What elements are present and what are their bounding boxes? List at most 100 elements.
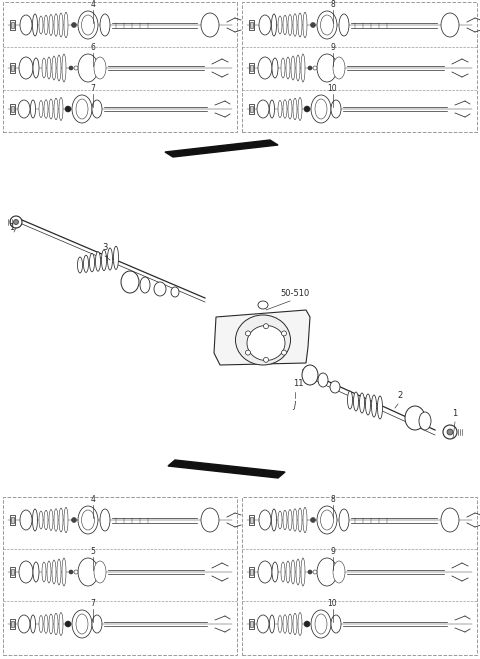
Ellipse shape — [100, 509, 110, 531]
Circle shape — [304, 621, 310, 627]
Text: 8: 8 — [330, 0, 335, 9]
Ellipse shape — [278, 101, 282, 117]
Circle shape — [311, 22, 315, 28]
Ellipse shape — [441, 508, 459, 532]
Ellipse shape — [33, 562, 39, 582]
Ellipse shape — [33, 58, 39, 78]
Ellipse shape — [44, 100, 48, 118]
Ellipse shape — [272, 58, 278, 78]
Bar — [11, 65, 14, 71]
Ellipse shape — [78, 506, 98, 534]
Ellipse shape — [283, 510, 287, 530]
Ellipse shape — [441, 13, 459, 37]
Ellipse shape — [72, 95, 92, 123]
Ellipse shape — [259, 510, 271, 530]
Circle shape — [72, 517, 76, 523]
Ellipse shape — [333, 561, 345, 583]
Circle shape — [245, 331, 251, 336]
Bar — [249, 515, 254, 525]
Ellipse shape — [44, 15, 48, 35]
Ellipse shape — [59, 98, 63, 121]
Bar — [11, 621, 14, 627]
Ellipse shape — [377, 396, 383, 419]
Ellipse shape — [49, 614, 53, 634]
Ellipse shape — [258, 561, 272, 583]
Circle shape — [311, 517, 315, 523]
Ellipse shape — [82, 510, 95, 530]
Ellipse shape — [321, 510, 334, 530]
Bar — [10, 104, 15, 114]
Ellipse shape — [311, 95, 331, 123]
Ellipse shape — [49, 14, 53, 36]
Ellipse shape — [258, 57, 272, 79]
Ellipse shape — [283, 615, 287, 633]
Bar — [11, 517, 14, 523]
Ellipse shape — [272, 509, 276, 531]
Ellipse shape — [353, 392, 359, 411]
Ellipse shape — [298, 98, 302, 121]
Ellipse shape — [288, 14, 292, 36]
Ellipse shape — [52, 560, 56, 584]
Circle shape — [69, 66, 73, 70]
Ellipse shape — [44, 510, 48, 530]
Ellipse shape — [57, 559, 61, 585]
Ellipse shape — [201, 13, 219, 37]
Ellipse shape — [283, 100, 287, 118]
Ellipse shape — [339, 509, 349, 531]
Ellipse shape — [291, 560, 295, 584]
Ellipse shape — [296, 55, 300, 81]
Ellipse shape — [318, 373, 328, 387]
Ellipse shape — [339, 14, 349, 36]
Ellipse shape — [330, 381, 340, 393]
Ellipse shape — [301, 54, 305, 82]
Bar — [250, 621, 253, 627]
Circle shape — [65, 106, 71, 112]
Text: 50-510: 50-510 — [280, 289, 310, 298]
Text: 6: 6 — [91, 43, 96, 52]
Ellipse shape — [47, 561, 51, 583]
Ellipse shape — [54, 509, 58, 531]
Ellipse shape — [31, 100, 36, 118]
Ellipse shape — [113, 246, 119, 270]
Ellipse shape — [92, 100, 102, 118]
Ellipse shape — [291, 56, 295, 80]
Ellipse shape — [94, 561, 106, 583]
Text: 4: 4 — [91, 495, 96, 504]
Circle shape — [69, 570, 73, 574]
Bar — [249, 63, 254, 73]
Ellipse shape — [259, 15, 271, 35]
Ellipse shape — [269, 615, 275, 633]
Ellipse shape — [303, 507, 307, 532]
Circle shape — [308, 570, 312, 574]
Ellipse shape — [59, 508, 63, 532]
Ellipse shape — [42, 562, 46, 582]
Ellipse shape — [365, 394, 371, 415]
Bar — [250, 22, 253, 28]
Ellipse shape — [54, 614, 58, 635]
Ellipse shape — [92, 615, 102, 633]
Circle shape — [13, 219, 19, 225]
Ellipse shape — [288, 614, 292, 634]
Ellipse shape — [64, 13, 68, 38]
Circle shape — [72, 22, 76, 28]
Bar — [10, 515, 15, 525]
Ellipse shape — [258, 301, 268, 309]
Ellipse shape — [49, 99, 53, 119]
Ellipse shape — [94, 57, 106, 79]
Ellipse shape — [59, 13, 63, 37]
Bar — [249, 567, 254, 577]
Circle shape — [245, 350, 251, 355]
Bar — [250, 517, 253, 523]
Bar — [10, 20, 15, 30]
Ellipse shape — [19, 57, 33, 79]
Ellipse shape — [247, 326, 285, 360]
Bar — [249, 20, 254, 30]
Ellipse shape — [20, 15, 32, 35]
Ellipse shape — [39, 616, 43, 633]
Bar — [10, 619, 15, 629]
Ellipse shape — [298, 13, 302, 37]
Ellipse shape — [18, 615, 30, 633]
Ellipse shape — [298, 612, 302, 635]
Ellipse shape — [360, 393, 364, 413]
Text: 1: 1 — [452, 409, 457, 418]
